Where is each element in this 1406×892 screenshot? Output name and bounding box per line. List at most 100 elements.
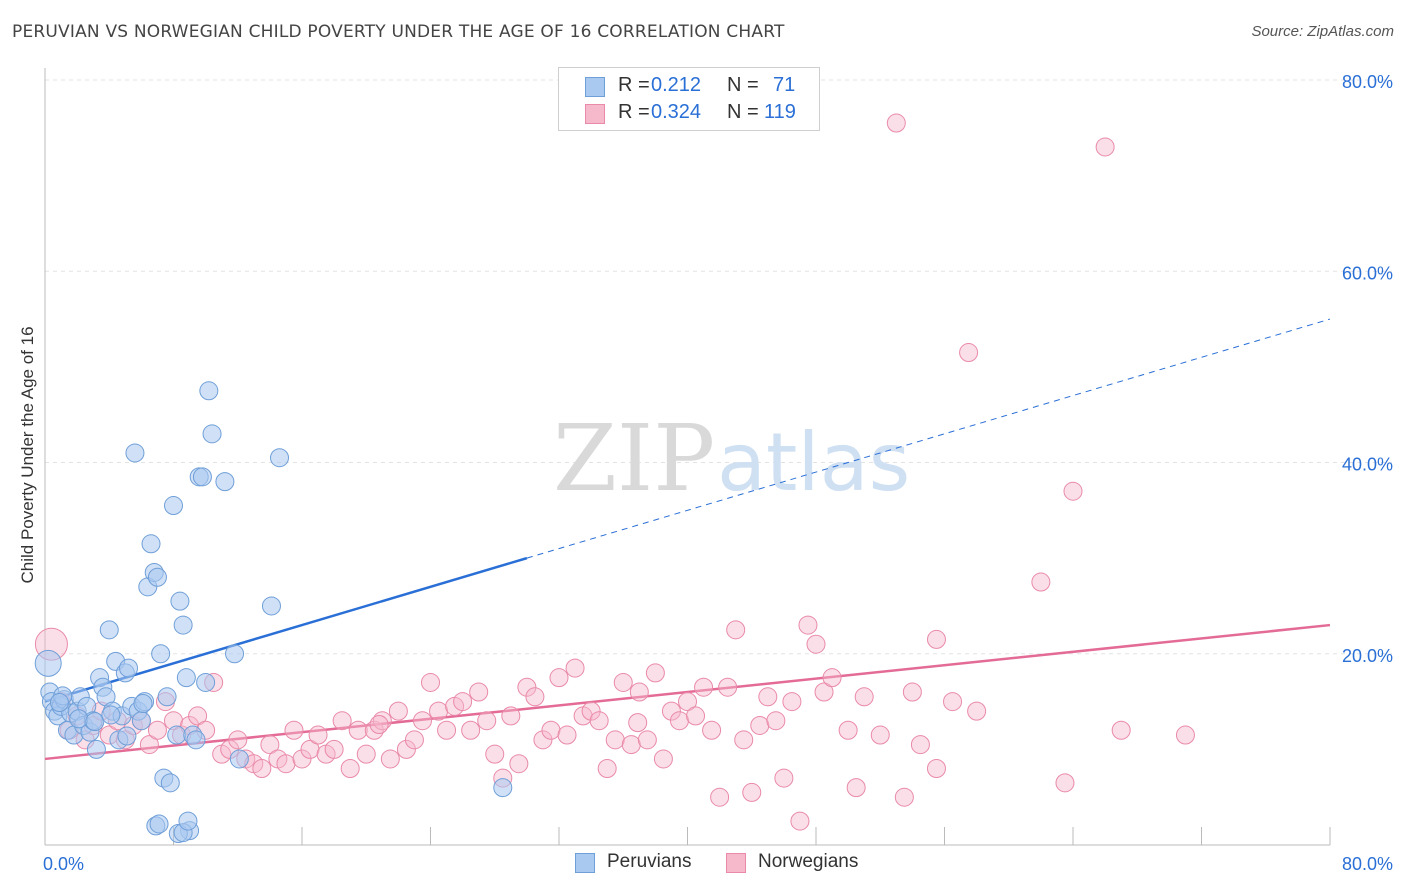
norwegians-point <box>678 692 697 712</box>
norwegians-point <box>597 759 617 778</box>
peruvians-point <box>101 705 121 725</box>
peruvians-point <box>125 443 145 463</box>
norwegians-point <box>557 725 577 745</box>
norwegians-point <box>404 730 424 750</box>
norwegians-point <box>902 682 922 702</box>
peruvians-point <box>225 644 245 664</box>
peruvians-point <box>270 448 290 468</box>
peruvians-point <box>99 620 119 640</box>
correlation-legend: R = 0.212 N = 71 R = 0.324 N = 119 <box>558 67 820 131</box>
norwegians-point <box>645 663 665 683</box>
norwegians-point <box>388 701 408 721</box>
norwegians-point <box>139 735 159 755</box>
norwegians-point <box>276 754 296 774</box>
norwegians-point <box>348 720 368 740</box>
norwegians-point <box>637 730 657 750</box>
norwegians-point <box>525 687 545 707</box>
norwegians-point <box>509 754 529 774</box>
norwegians-point <box>710 787 730 807</box>
peruvians-point <box>86 739 106 759</box>
peruvians-point <box>178 811 198 831</box>
norwegians-point <box>372 711 392 731</box>
norwegians-point <box>228 730 248 750</box>
y-tick-label: 20.0% <box>1342 646 1393 666</box>
norwegians-point <box>766 711 786 731</box>
norwegians-point <box>894 787 914 807</box>
watermark-zip: ZIP <box>553 405 715 512</box>
norwegians-point <box>340 759 360 778</box>
peruvians-point <box>147 567 167 587</box>
norwegians-point <box>959 343 979 363</box>
norwegians-point <box>782 692 802 712</box>
peruvians-point <box>170 591 190 611</box>
norwegians-point <box>1031 572 1051 592</box>
x-tick-label: 80.0% <box>1342 854 1393 874</box>
norwegians-point <box>501 706 521 726</box>
chart-title: PERUVIAN VS NORWEGIAN CHILD POVERTY UNDE… <box>12 22 785 42</box>
norwegians-point <box>926 629 946 649</box>
peruvians-point <box>69 709 89 729</box>
norwegians-point <box>613 672 633 692</box>
peruvians-point <box>34 649 62 677</box>
norwegians-point <box>758 687 778 707</box>
norwegians-point <box>356 744 376 764</box>
peruvians-point <box>160 773 180 793</box>
norwegians-point <box>477 711 497 731</box>
norwegians-point <box>412 711 432 731</box>
norwegians-point <box>396 739 416 759</box>
norwegians-point <box>369 715 389 735</box>
norwegians-point <box>461 720 481 740</box>
norwegians-point <box>605 730 625 750</box>
y-tick-label: 60.0% <box>1342 263 1393 283</box>
peruvians-point <box>85 712 105 732</box>
norwegians-point <box>284 720 304 740</box>
y-tick-label: 40.0% <box>1342 455 1393 475</box>
norwegians-point <box>1095 137 1115 157</box>
norwegians-point <box>589 711 609 731</box>
norwegians-point <box>324 739 344 759</box>
norwegians-point <box>429 701 449 721</box>
peruvians-point <box>141 534 161 554</box>
norwegians-point <box>421 672 440 692</box>
n-label: N = <box>727 74 759 96</box>
r-label: R = <box>618 101 650 123</box>
peruvians-point <box>215 472 235 492</box>
peruvians-point <box>157 687 177 707</box>
norwegians-point <box>846 778 866 798</box>
peruvians-point <box>149 814 169 834</box>
peruvians-point <box>229 749 249 769</box>
norwegians-trend-line <box>44 623 1331 761</box>
r-label: R = <box>618 74 650 96</box>
norwegians-point <box>734 730 754 750</box>
norwegians-point <box>485 744 505 764</box>
peruvians-swatch <box>585 77 605 97</box>
legend-label-norwegians: Norwegians <box>758 851 859 872</box>
watermark: ZIP atlas <box>553 405 910 512</box>
norwegians-point <box>188 706 208 726</box>
norwegians-swatch <box>585 104 605 124</box>
peruvians-point <box>173 615 193 635</box>
peruvians-point <box>186 730 206 750</box>
norwegians-point <box>838 720 858 740</box>
norwegians-point <box>926 759 946 778</box>
r-value: 0.324 <box>651 101 702 123</box>
axes <box>44 68 1331 846</box>
norwegians-point <box>621 735 641 755</box>
peruvians-point <box>49 693 69 713</box>
norwegians-point <box>581 701 601 721</box>
norwegians-point <box>790 811 810 831</box>
norwegians-point <box>549 668 569 688</box>
peruvians-point <box>131 711 151 731</box>
norwegians-point <box>565 658 585 678</box>
y-tick-label: 80.0% <box>1342 72 1393 92</box>
tick-labels: 20.0% 40.0% 60.0% 80.0% 0.0% 80.0% <box>43 72 1393 874</box>
norwegians-point <box>694 677 714 697</box>
norwegians-point <box>308 725 328 745</box>
norwegians-point <box>1111 720 1131 740</box>
norwegians-point <box>798 615 818 635</box>
norwegians-point <box>541 720 561 740</box>
norwegians-point <box>726 620 746 640</box>
norwegians-point <box>517 677 537 697</box>
norwegians-point <box>886 113 906 133</box>
